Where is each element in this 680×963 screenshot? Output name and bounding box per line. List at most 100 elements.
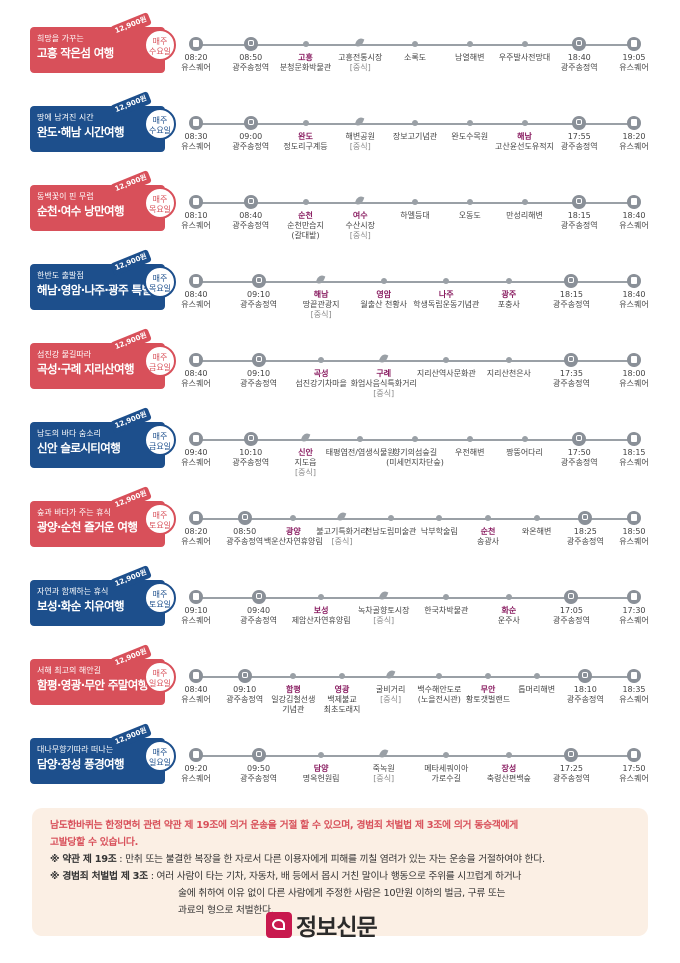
stop-label-line: 땅끝관광지 — [302, 300, 340, 309]
stop-label: 19:05 유스퀘어 — [584, 53, 680, 73]
stop-label-line: 유스퀘어 — [619, 379, 649, 388]
stop-label-line: 황토갯벌랜드 — [465, 695, 511, 704]
bus-icon — [189, 195, 203, 209]
stop-label-line: 담양 — [313, 764, 329, 773]
stop-label-line: 18:40 — [622, 290, 646, 299]
stop-label: 08:40 광주송정역 — [201, 211, 301, 231]
stop-dot — [290, 515, 297, 521]
tour-row: 동백꽃이 핀 무렵 순천·여수 낭만여행 12,900원 매주 목요일 08:10 유스퀘… — [0, 167, 680, 249]
stop-label-line: 유스퀘어 — [181, 63, 211, 72]
stop-label-line: 분청문화박물관 — [279, 63, 332, 72]
stop-label: 톱머리해변 — [487, 685, 587, 695]
stop-label-line: 광주송정역 — [553, 616, 590, 625]
stop-label-line: [중식] — [373, 389, 395, 398]
bus-icon — [627, 274, 641, 288]
leaf-icon — [354, 37, 365, 48]
stop-dot — [485, 673, 491, 679]
stop-label: 완도 정도리구계등 — [256, 132, 356, 152]
bus-icon — [189, 432, 203, 446]
train-icon — [243, 195, 258, 209]
train-icon — [251, 353, 266, 367]
tour-title-badge: 자연과 함께하는 휴식 보성·화순 치유여행 — [30, 580, 165, 626]
clause-1-label: ※ 약관 제 19조 — [50, 854, 117, 865]
clause-1-text: : 만취 또는 불결한 복장을 한 자로서 다른 이용자에게 피해를 끼칠 염려… — [116, 854, 545, 865]
stop-label: 09:10 유스퀘어 — [146, 606, 246, 626]
stop-label-line: 10:10 — [239, 448, 263, 457]
stop-label-line: 09:20 — [184, 764, 208, 773]
stop-label-line: 08:50 — [233, 527, 257, 536]
stop-label-line: 섬진강기차마을 — [295, 379, 347, 388]
stop-label-line: 광주송정역 — [560, 221, 598, 230]
stop-label-line: 17:50 — [622, 764, 646, 773]
route-line — [192, 676, 634, 678]
stop-label-line: 순천 — [480, 527, 496, 536]
stop-label: 17:35 광주송정역 — [521, 369, 621, 389]
stop-label-line: 화엄사음식특화거리 — [350, 379, 417, 388]
stop-label: 17:05 광주송정역 — [521, 606, 621, 626]
stop-label-line: 광주송정역 — [232, 458, 270, 467]
tour-row: 땅에 남겨진 시간 완도·해남 시간여행 12,900원 매주 수요일 08:30 유스퀘… — [0, 88, 680, 170]
tour-title: 완도·해남 시간여행 — [37, 125, 125, 139]
tour-subtitle: 한반도 출발점 — [37, 271, 84, 280]
day-of-week-badge: 매주 금요일 — [144, 345, 176, 377]
stop-label-line: 08:40 — [184, 290, 208, 299]
stop-label: 순천 송광사 — [438, 527, 538, 547]
day-of-week-badge: 매주 토요일 — [144, 582, 176, 614]
stop-label: 짱뚱어다리 — [475, 448, 575, 458]
stop-dot — [466, 199, 473, 205]
stop-label: 신안 지도읍 [중식] — [256, 448, 356, 478]
stop-label-line: 송광사 — [476, 537, 500, 546]
stop-label: 09:40 광주송정역 — [209, 606, 309, 626]
stop-dot — [443, 594, 450, 600]
stop-label-line: 전남도립미술관 — [364, 527, 417, 536]
route-line — [192, 518, 634, 520]
stop-dot — [505, 752, 512, 758]
stop-label: 08:30 유스퀘어 — [146, 132, 246, 152]
stop-label-line: 18:35 — [622, 685, 646, 694]
tour-title: 곡성·구례 지리산여행 — [37, 362, 135, 376]
stop-dot — [412, 199, 418, 205]
stop-label: 광주 포충사 — [459, 290, 559, 310]
tour-subtitle: 섬진강 물길따라 — [37, 350, 92, 359]
stop-label: 보성 제암산자연휴양림 — [271, 606, 371, 626]
stop-label: 18:35 유스퀘어 — [584, 685, 680, 705]
stop-label-line: 광주송정역 — [560, 63, 598, 72]
notice-clause-1: ※ 약관 제 19조 : 만취 또는 불결한 복장을 한 자로서 다른 이용자에… — [50, 851, 636, 868]
stop-label-line: 유스퀘어 — [181, 142, 211, 151]
stop-label-line: [중식] — [295, 468, 316, 477]
stop-label-line: [중식] — [373, 616, 395, 625]
stop-label: 08:20 유스퀘어 — [146, 527, 246, 547]
stop-label-line: 광주송정역 — [240, 379, 277, 388]
stop-dot — [412, 41, 418, 47]
stop-label-line: 유스퀘어 — [181, 616, 211, 625]
tour-subtitle: 동백꽃이 핀 무렵 — [37, 192, 94, 201]
stop-label-line: 축령산편백숲 — [486, 774, 531, 783]
bus-icon — [627, 432, 641, 446]
stop-label: 18:10 광주송정역 — [535, 685, 635, 705]
tour-title: 순천·여수 낭만여행 — [37, 204, 125, 218]
stop-label-line: [중식] — [349, 63, 371, 72]
train-icon — [572, 432, 587, 446]
tour-subtitle: 서해 최고의 해안길 — [37, 666, 101, 675]
stop-label-line: 08:40 — [184, 369, 208, 378]
stop-label: 18:25 광주송정역 — [535, 527, 635, 547]
bus-icon — [189, 590, 203, 604]
stop-label: 18:40 유스퀘어 — [584, 290, 680, 310]
bus-icon — [189, 353, 203, 367]
stop-label-line: 굴비거리 — [375, 685, 406, 694]
stop-label-line: 18:20 — [622, 132, 646, 141]
stop-label-line: (미세먼지차단숲) — [386, 458, 444, 467]
stop-label: 장성 축령산편백숲 — [459, 764, 559, 784]
stop-label-line: 19:05 — [622, 53, 646, 62]
stop-label: 영암 월출산 천황사 — [334, 290, 434, 310]
stop-label: 함평 일강김철선생 기념관 — [243, 685, 343, 715]
stop-dot — [318, 752, 325, 758]
stop-label: 18:00 유스퀘어 — [584, 369, 680, 389]
stop-label-line: (노을전시관) — [417, 695, 461, 704]
stop-label: 해변공원 [중식] — [310, 132, 410, 152]
stop-label-line: 광주송정역 — [553, 774, 590, 783]
tour-subtitle: 희망을 가꾸는 — [37, 34, 84, 43]
bus-icon — [627, 590, 641, 604]
tour-title-badge: 남도의 바다 숨소리 신안 슬로시티여행 — [30, 422, 165, 468]
